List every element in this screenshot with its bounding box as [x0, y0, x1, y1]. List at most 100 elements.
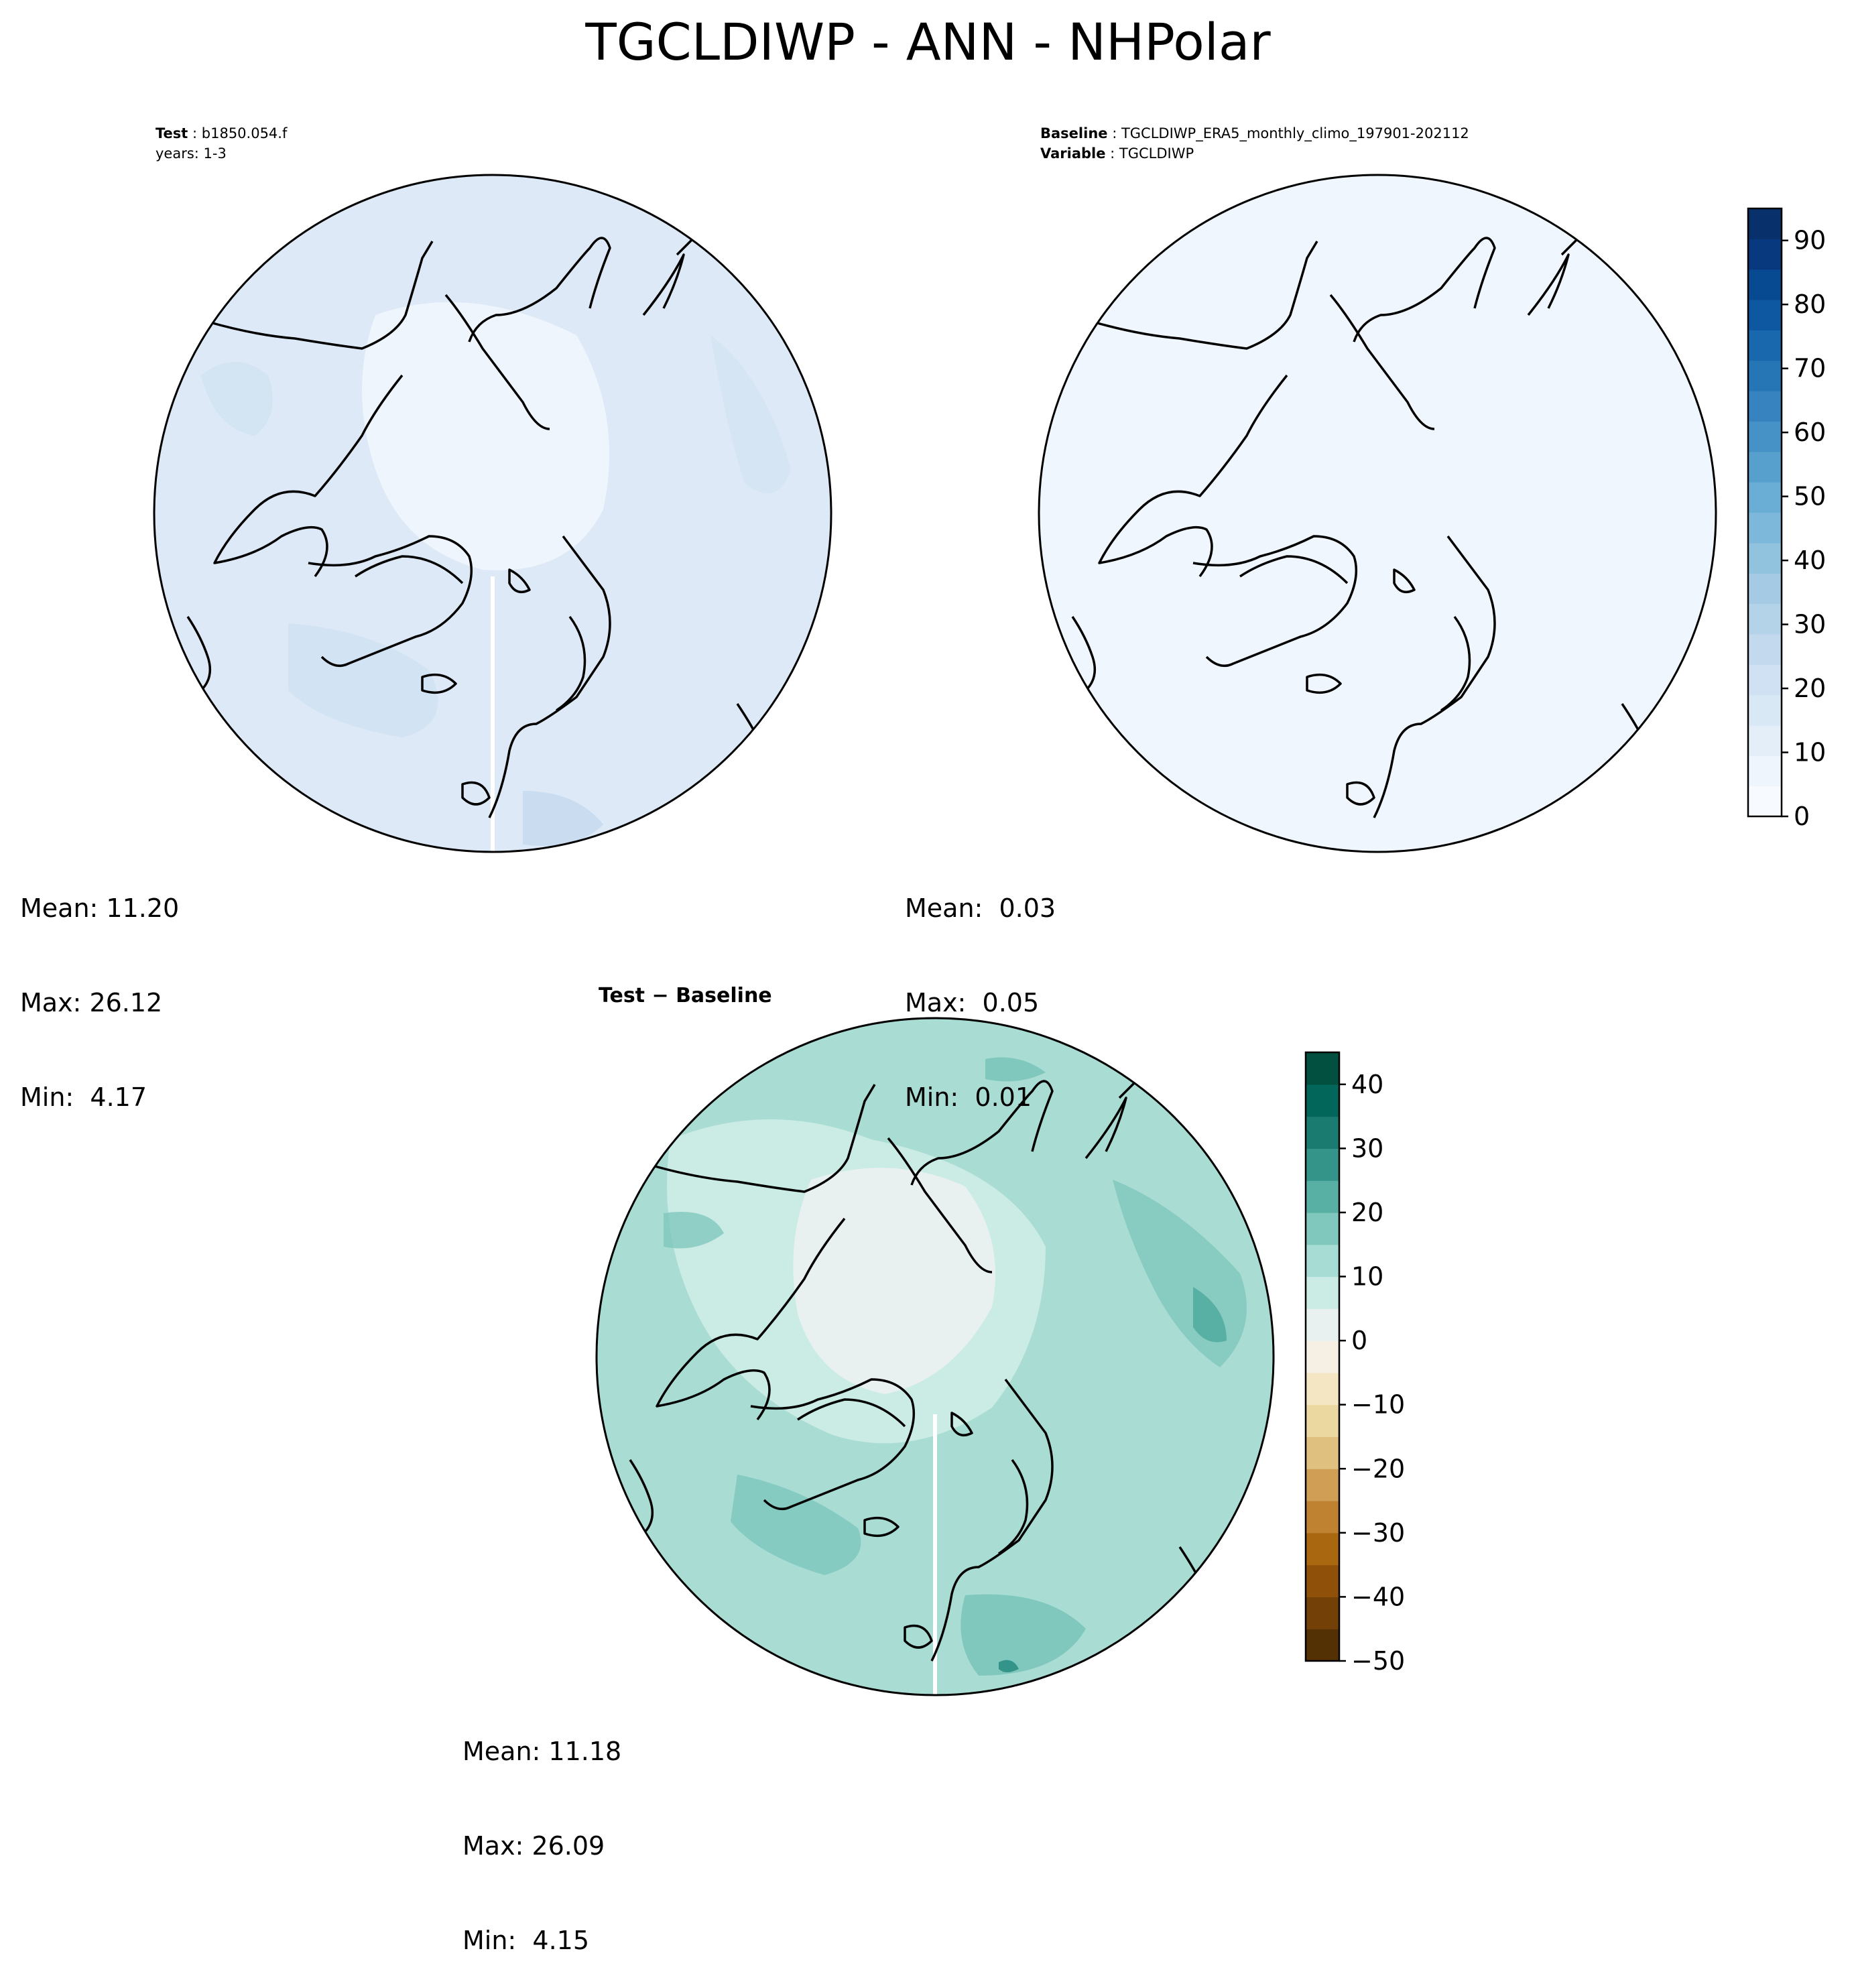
colorbar-brbg-tick-label: 10: [1351, 1262, 1383, 1292]
baseline-map-field: [1039, 175, 1716, 852]
difference-title: Test − Baseline: [599, 984, 772, 1007]
colorbar-blues-swatch: [1748, 360, 1782, 391]
colorbar-blues-tick-label: 70: [1794, 354, 1826, 383]
colorbar-blues-swatch: [1748, 421, 1782, 452]
colorbar-brbg-swatch: [1306, 1276, 1339, 1309]
colorbar-blues-swatch: [1748, 603, 1782, 635]
figure-canvas: 0 10 20 30 40 50 60 70 80 90 40 30 20 10 0 −10 − 20 −30 −4…: [153, 174, 1826, 1696]
colorbar-blues-swatch: [1748, 482, 1782, 513]
difference-min: Min: 4.15: [462, 1926, 589, 1955]
colorbar-brbg-swatch: [1306, 1597, 1339, 1629]
colorbar-brbg-tick-label: −40: [1351, 1582, 1405, 1611]
colorbar-brbg-swatch: [1306, 1404, 1339, 1438]
colorbar-blues-swatch: [1748, 300, 1782, 330]
difference-mean: Mean: 11.18: [462, 1737, 622, 1766]
colorbar-blues-frame: [1747, 207, 1783, 818]
colorbar-brbg: 40 30 20 10 0 −10 −20 −30 −40 −50: [1304, 1051, 1405, 1676]
colorbar-brbg-tick-label: −10: [1351, 1390, 1405, 1420]
baseline-header: Baseline : TGCLDIWP_ERA5_monthly_climo_1…: [1040, 125, 1469, 162]
colorbar-blues-swatch: [1748, 786, 1782, 817]
colorbar-brbg-swatch: [1306, 1629, 1339, 1662]
colorbar-brbg-tick-label: 40: [1351, 1070, 1383, 1099]
test-map-contours: [186, 220, 791, 852]
baseline-map-contours: [1071, 220, 1644, 818]
colorbar-blues-tick-label: 40: [1794, 546, 1826, 575]
test-mean: Mean: 11.20: [20, 893, 180, 923]
test-header: Test : b1850.054.f years: 1-3: [156, 123, 287, 164]
colorbar-brbg-tick-label: −50: [1351, 1646, 1405, 1676]
test-label: Test: [156, 125, 188, 141]
colorbar-brbg-frame: [1304, 1051, 1341, 1662]
colorbar-blues-swatch: [1748, 239, 1782, 270]
figure-title: TGCLDIWP - ANN - NHPolar: [585, 12, 1271, 72]
colorbar-brbg-swatch: [1306, 1052, 1339, 1085]
colorbar-brbg-tick-label: 0: [1351, 1326, 1367, 1355]
difference-coastlines: [629, 1063, 1201, 1662]
test-map-boundary: [153, 174, 832, 853]
baseline-min: Min: 0.01: [905, 1082, 1032, 1112]
colorbar-blues-swatch: [1748, 755, 1782, 787]
test-years: years: 1-3: [156, 145, 227, 162]
colorbar-blues-swatch: [1748, 269, 1782, 300]
test-map: [153, 174, 832, 853]
baseline-label: Baseline: [1040, 125, 1108, 141]
test-case: b1850.054.f: [201, 125, 288, 141]
colorbar-brbg-swatch: [1306, 1084, 1339, 1117]
colorbar-blues-tick-label: 30: [1794, 610, 1826, 639]
colorbar-brbg-tick-label: 30: [1351, 1133, 1383, 1163]
baseline-variable-label: Variable: [1040, 145, 1106, 162]
colorbar-brbg-swatch: [1306, 1341, 1339, 1373]
colorbar-brbg-swatch: [1306, 1501, 1339, 1534]
baseline-map-boundary: [1038, 174, 1717, 853]
test-stats: Mean: 11.20 Max: 26.12 Min: 4.17: [20, 830, 179, 1145]
colorbar-blues-swatch: [1748, 451, 1782, 483]
colorbar-blues-swatch: [1748, 573, 1782, 605]
colorbar-brbg-tick-label: −30: [1351, 1518, 1405, 1548]
test-max: Max: 26.12: [20, 988, 163, 1017]
colorbar-blues-tick-label: 80: [1794, 290, 1826, 319]
baseline-variable: TGCLDIWP: [1119, 145, 1194, 162]
baseline-case: TGCLDIWP_ERA5_monthly_climo_197901-20211…: [1121, 125, 1469, 141]
baseline-coastlines: [1071, 220, 1644, 818]
colorbar-blues-swatch: [1748, 512, 1782, 544]
colorbar-blues-swatch: [1748, 391, 1782, 422]
colorbar-brbg-swatch: [1306, 1532, 1339, 1566]
colorbar-blues-swatch: [1748, 664, 1782, 696]
colorbar-blues-tick-label: 20: [1794, 674, 1826, 703]
difference-map: [595, 1017, 1275, 1696]
difference-title-baseline: Baseline: [676, 984, 772, 1007]
difference-max: Max: 26.09: [462, 1831, 605, 1861]
colorbar-blues-swatch: [1748, 694, 1782, 726]
colorbar-blues-swatch: [1748, 725, 1782, 756]
baseline-max: Max: 0.05: [905, 988, 1040, 1017]
colorbar-blues-swatch: [1748, 542, 1782, 574]
colorbar-brbg-swatch: [1306, 1436, 1339, 1469]
colorbar-brbg-swatch: [1306, 1372, 1339, 1406]
colorbar-blues-tick-label: 10: [1794, 738, 1826, 767]
colorbar-brbg-swatch: [1306, 1148, 1339, 1181]
colorbar-blues-tick-label: 0: [1794, 802, 1810, 831]
colorbar-brbg-swatch: [1306, 1469, 1339, 1501]
colorbar-brbg-swatch: [1306, 1564, 1339, 1598]
colorbar-brbg-swatch: [1306, 1244, 1339, 1278]
baseline-stats: Mean: 0.03 Max: 0.05 Min: 0.01: [905, 830, 1056, 1145]
test-min: Min: 4.17: [20, 1082, 147, 1112]
colorbar-blues-swatch: [1748, 330, 1782, 361]
colorbar-brbg-tick-label: 20: [1351, 1198, 1383, 1227]
difference-map-boundary: [595, 1017, 1275, 1696]
difference-stats: Mean: 11.18 Max: 26.09 Min: 4.15: [462, 1673, 621, 1988]
colorbar-brbg-swatch: [1306, 1116, 1339, 1149]
colorbar-brbg-swatch: [1306, 1180, 1339, 1213]
baseline-mean: Mean: 0.03: [905, 893, 1056, 923]
colorbar-blues-tick-label: 60: [1794, 418, 1826, 447]
colorbar-brbg-swatch: [1306, 1212, 1339, 1245]
difference-map-contours: [629, 1057, 1247, 1695]
colorbar-blues-swatch: [1748, 208, 1782, 239]
colorbar-brbg-swatch: [1306, 1308, 1339, 1341]
colorbar-blues-tick-label: 90: [1794, 226, 1826, 255]
colorbar-blues-tick-label: 50: [1794, 482, 1826, 511]
difference-title-test: Test: [599, 984, 645, 1007]
colorbar-blues-swatch: [1748, 633, 1782, 665]
difference-title-operator: −: [645, 984, 676, 1007]
colorbar-blues: 0 10 20 30 40 50 60 70 80 90: [1747, 207, 1826, 831]
